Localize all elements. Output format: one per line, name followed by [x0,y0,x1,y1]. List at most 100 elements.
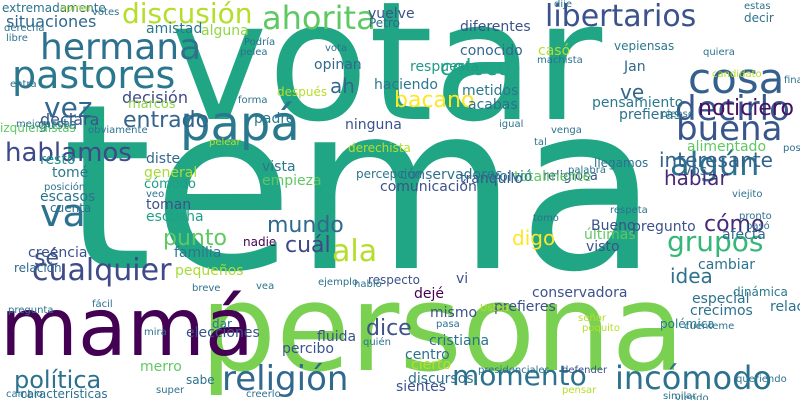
word-viejito: viejito [732,189,763,200]
word-pensamiento: pensamiento [592,95,684,111]
word-pelea: pelea [240,47,268,58]
word-forma: forma [238,95,268,106]
word-totalmente: totalmente [514,169,592,185]
word-cuenta: cuenta [50,201,92,215]
word-cómodo: cómodo [144,177,196,192]
word-política: política [14,366,102,394]
word-papá: papá [180,96,300,152]
word-escasos: escasos [40,189,96,205]
word-palabra: palabra [568,165,606,176]
word-sientes: sientes [396,379,447,395]
word-postura: postura [783,143,800,154]
word-pasa: pasa [436,319,460,330]
word-cambio: cambio [6,389,43,400]
word-usted: Usted [480,303,509,314]
word-similar: similar [663,391,697,400]
word-volvió: volvió [491,169,533,185]
word-digo: digo [512,226,556,250]
word-ejemplo: ejemplo [318,277,359,288]
word-machista: machista [537,55,583,66]
word-conservadora: conservadora [532,285,628,301]
word-mundo: mundo [267,213,344,238]
word-libertarios: libertarios [545,0,697,34]
word-situaciones: situaciones [6,12,97,31]
word-posición: posición [44,182,86,193]
word-ah: ah [330,74,355,98]
word-dar: dar [212,317,232,331]
word-después: después [277,85,328,99]
word-izquierdistas: izquierdistas [0,121,76,135]
word-vista: vista [262,159,296,175]
word-quiera: quiera [703,47,735,58]
word-habló: habló [354,279,382,290]
word-religión: religión [222,359,349,399]
word-hablamos: hablamos [5,138,132,168]
word-discusión: discusión [122,0,253,30]
word-dije: dije [554,0,573,10]
word-vuelve: vuelve [368,6,415,22]
word-metidos: metidos [462,83,519,99]
word-persona: persona [200,260,685,399]
word-características: características [20,387,108,400]
word-tal: tal [534,137,547,148]
word-vota: vota [325,43,348,54]
word-resto: resto [40,152,76,168]
word-pasó: pasó [746,221,770,232]
word-bacano: bacano [394,88,475,113]
word-comunicación: comunicación [380,179,477,195]
word-pienso: pienso [661,109,694,120]
word-noticiero: noticiero [698,96,794,121]
word-prefieres: prefieres [494,299,556,315]
word-obviamente: obviamente [88,125,148,136]
word-pronto: pronto [739,211,772,222]
word-opinan: opinan [314,57,362,73]
word-cómo: cómo [704,212,765,237]
word-amistad: amistad [146,21,203,37]
word-jan: Jan [624,59,646,75]
word-poquito: poquito [582,323,620,334]
word-ahorita: ahorita [262,0,376,37]
word-vea: vea [256,281,275,292]
word-creerlo: creerlo [246,389,281,400]
word-queriendo: queriendo [736,374,787,385]
word-extremadamente: extremadamente [2,1,106,15]
word-tema: tema [62,56,659,323]
word-fácil: fácil [92,299,113,310]
word-ninguna: ninguna [345,117,402,133]
word-señor: señor [578,313,606,324]
word-derecha: derecha [4,23,45,34]
word-familia: familia [174,245,222,261]
word-discursos: discursos [408,371,474,387]
word-mamá: mamá [0,281,254,374]
word-alimentado: alimentado [687,139,767,155]
word-marcos: marcos [128,97,176,112]
word-mismo: mismo [430,305,478,321]
word-últimas: últimas [584,227,636,243]
word-afecta: afecta [722,227,766,243]
word-cosa: cosa [688,54,785,103]
word-religiosa: religiosa [543,169,598,184]
word-idea: idea [670,264,713,288]
word-votar: votar [170,0,603,158]
word-nadie: nadie [243,235,277,249]
word-fluida: fluida [317,329,357,345]
word-ala: ala [332,234,378,269]
word-dejé: dejé [414,286,445,302]
word-centro: centro [405,347,450,363]
word-diste: diste [146,151,181,167]
word-final: final [784,75,800,86]
word-entra: entra [10,79,37,90]
word-cuénteme: cuénteme [684,321,735,332]
word-tranquilo: tranquilo [460,171,523,187]
word-gusta: gusta [38,117,78,133]
word-pelear: pelear [209,137,241,148]
word-sabe: sabe [186,373,215,387]
word-igual: igual [499,119,524,130]
word-cualquier: cualquier [32,253,172,288]
word-mejorando: mejorando [16,119,70,130]
word-tomo: tomo [533,213,559,224]
word-venga: venga [551,125,582,136]
word-momento: momento [452,359,587,392]
word-quién: quién [363,337,391,348]
